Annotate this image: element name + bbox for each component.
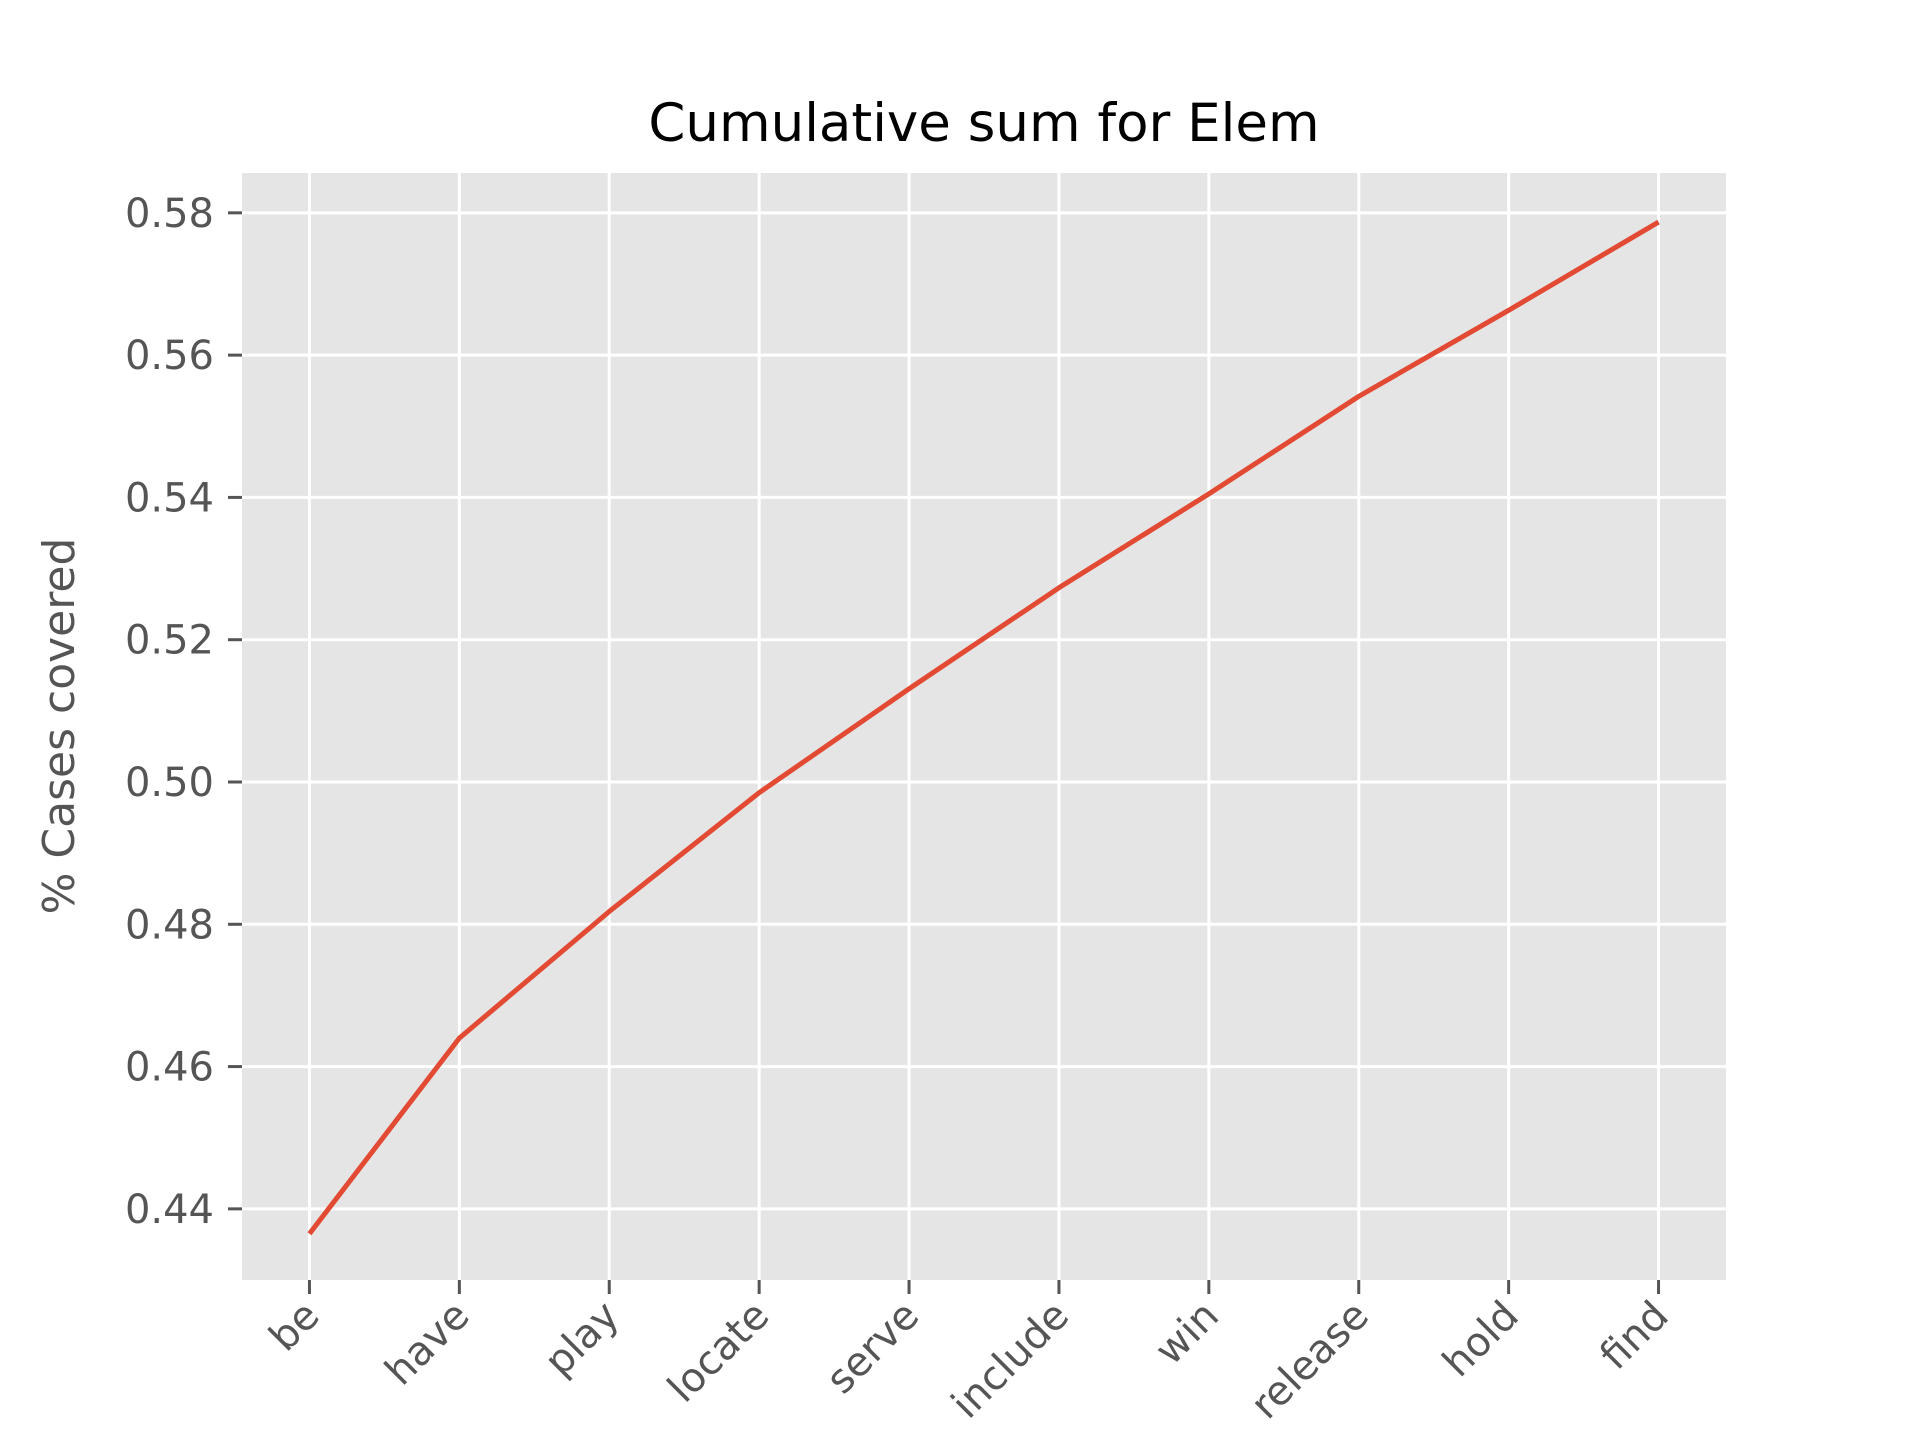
x-tick-label: find bbox=[1591, 1293, 1677, 1379]
x-tick-label: win bbox=[1146, 1293, 1227, 1374]
y-tick-label: 0.50 bbox=[125, 760, 214, 806]
plot-root: 0.44 0.46 0.48 0.50 0.52 0.54 0.56 0.58 be have pl… bbox=[125, 173, 1726, 1428]
x-tick-label: release bbox=[1242, 1293, 1378, 1429]
y-tick-label: 0.54 bbox=[125, 475, 214, 521]
chart-title: Cumulative sum for Elem bbox=[648, 93, 1319, 154]
y-tick-label: 0.52 bbox=[125, 618, 214, 664]
x-tick-label: be bbox=[261, 1293, 329, 1361]
x-tick-label: hold bbox=[1434, 1293, 1528, 1387]
y-axis-label: % Cases covered bbox=[34, 538, 85, 915]
x-tick-label: play bbox=[536, 1293, 628, 1385]
y-tick-label: 0.48 bbox=[125, 902, 214, 948]
x-tick-label: serve bbox=[818, 1293, 928, 1403]
y-tick-label: 0.44 bbox=[125, 1187, 214, 1233]
y-tick-label: 0.56 bbox=[125, 333, 214, 379]
y-tick-label: 0.58 bbox=[125, 191, 214, 237]
x-tick-label: include bbox=[943, 1293, 1078, 1428]
y-tick-label: 0.46 bbox=[125, 1045, 214, 1091]
x-tick-label: have bbox=[376, 1293, 478, 1395]
x-tick-label: locate bbox=[659, 1293, 778, 1412]
data-line bbox=[307, 219, 1660, 1236]
plot-area bbox=[242, 173, 1726, 1280]
